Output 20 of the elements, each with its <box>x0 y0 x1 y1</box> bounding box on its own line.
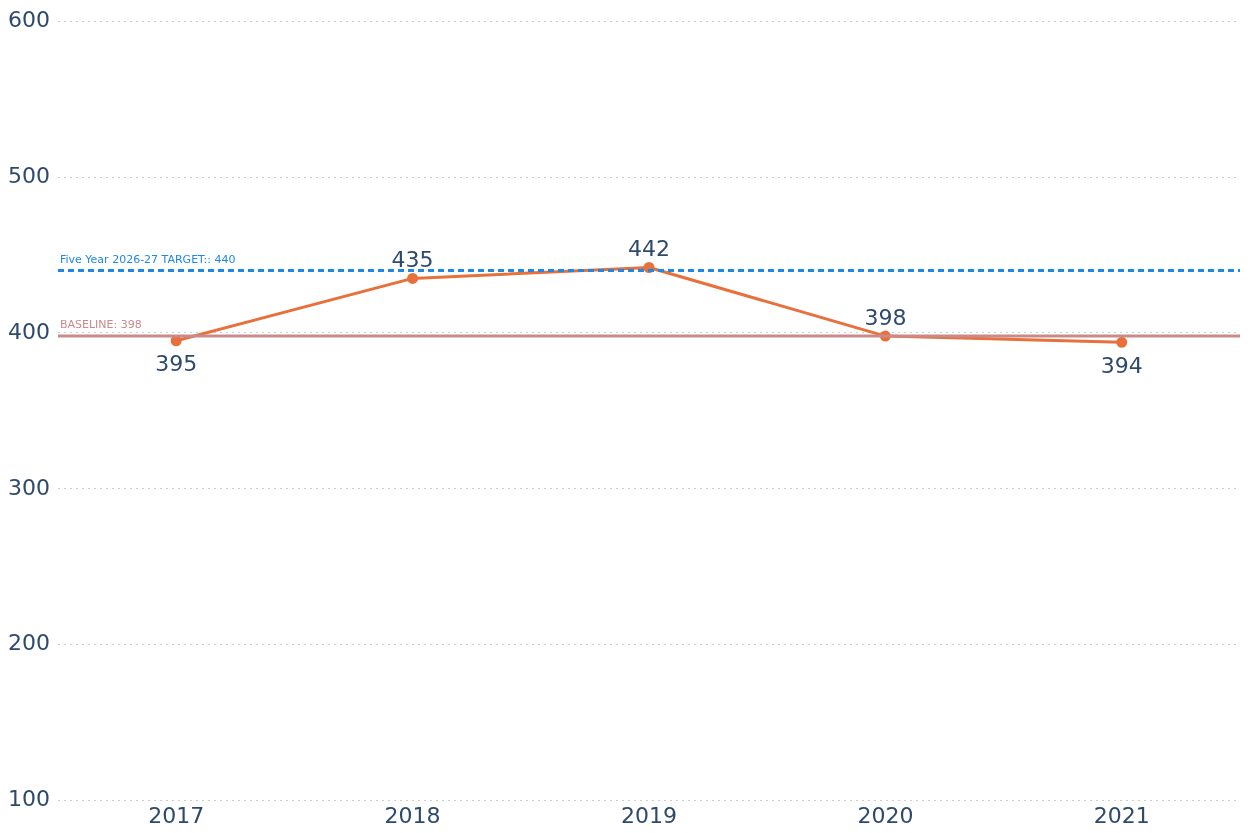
y-tick-label: 200 <box>7 630 50 656</box>
y-tick-label: 500 <box>7 162 50 188</box>
data-label: 442 <box>628 236 670 262</box>
x-tick-label: 2018 <box>384 802 441 828</box>
point <box>407 272 419 284</box>
y-tick-label: 400 <box>7 318 50 344</box>
data-label: 394 <box>1100 353 1143 379</box>
data-label: 398 <box>864 304 907 330</box>
ref-line-label: BASELINE: 398 <box>59 318 142 332</box>
y-tick-label: 600 <box>7 6 50 32</box>
x-tick-label: 2020 <box>857 802 914 828</box>
point <box>1116 336 1128 348</box>
x-tick-label: 2019 <box>621 802 677 828</box>
x-tick-label: 2021 <box>1093 802 1150 828</box>
data-label: 395 <box>155 351 198 377</box>
y-tick-label: 300 <box>7 474 50 500</box>
ref-line-label: Five Year 2026-27 TARGET:: 440 <box>59 252 236 266</box>
y-tick-label: 100 <box>7 786 50 812</box>
x-tick-label: 2017 <box>148 802 205 828</box>
data-label: 435 <box>391 247 434 273</box>
